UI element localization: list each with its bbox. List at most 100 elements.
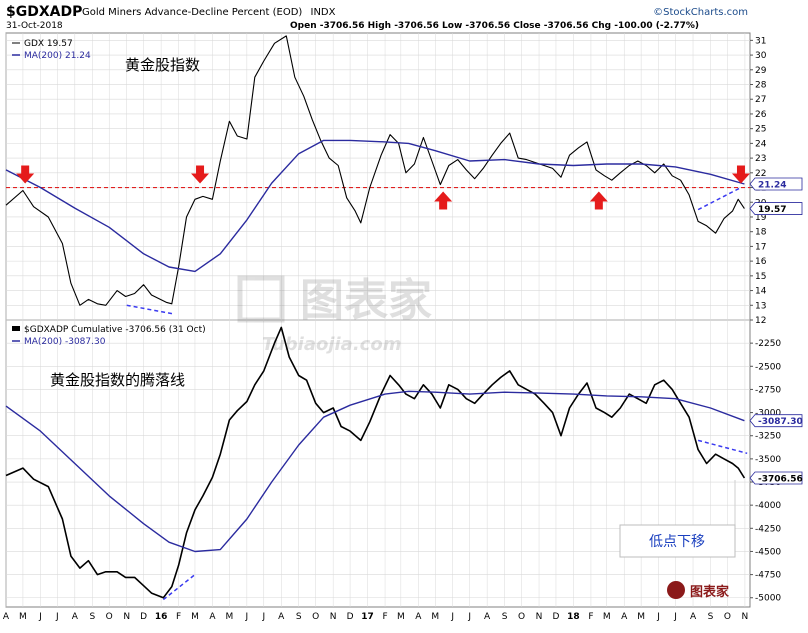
x-tick-label: O [518,612,525,622]
adline-legend-label: $GDXADP Cumulative -3706.56 (31 Oct) [24,325,206,335]
y-tick-label: -4750 [755,571,781,581]
last-ma-tag-box [749,177,803,191]
last-ad-ma-tag-text: -3087.30 [758,417,803,427]
x-tick-label: J [450,612,454,622]
symbol-description: Gold Miners Advance-Decline Percent (EOD… [82,7,336,18]
ma-legend-label: MA(200) 21.24 [24,51,91,61]
x-tick-label: J [38,612,42,622]
x-tick-label: N [742,612,749,622]
tubiaojia-logo-text: 图表家 [690,584,730,600]
x-tick-label: 17 [361,612,374,622]
y-tick-label: 23 [755,154,766,164]
y-tick-label: 22 [755,169,766,179]
last-price-tag-box [749,202,803,215]
lower-lows-callout: 低点下移 [619,480,736,558]
y-tick-label: -2750 [755,385,781,395]
last-ad-tag-text: -3706.56 [758,474,803,484]
y-tick-label: 29 [755,66,767,76]
x-tick-label: A [690,612,697,622]
y-tick-label: 19 [755,213,767,223]
x-tick-label: J [245,612,249,622]
ad-line [5,326,746,599]
x-tick-label: J [467,612,471,622]
y-tick-label: -2250 [755,339,781,349]
trend-lines [126,186,748,601]
stockcharts-credit: ©StockCharts.com [653,7,748,18]
y-tick-label: 15 [755,272,766,282]
watermark-text-cn: 图表家 [300,275,432,326]
x-tick-label: M [431,612,439,622]
breadth-panel-series [5,326,746,599]
y-tick-label: -3000 [755,409,781,419]
x-tick-label: M [225,612,233,622]
x-tick-label: A [484,612,491,622]
y-tick-label: 30 [755,51,767,61]
breadth-panel-legend: $GDXADP Cumulative -3706.56 (31 Oct) MA(… [12,325,206,347]
gdx-price-line [5,35,745,306]
callout-text: 低点下移 [649,534,705,550]
y-tick-label: -3250 [755,432,781,442]
last-ad-tag-box [749,471,803,485]
x-tick-label: J [55,612,59,622]
up-arrow-icon [434,191,453,210]
y-tick-label: -4500 [755,547,781,557]
x-tick-label: A [621,612,628,622]
trend-line [126,304,175,315]
y-tick-label: 18 [755,228,767,238]
signal-arrows [16,165,750,210]
y-tick-label: 16 [755,257,767,267]
watermark-text-en: Tubiaojia.com [262,334,401,355]
ma200-line [5,139,745,273]
breadth-panel-annotation: 黄金股指数的腾落线 [50,371,185,389]
x-tick-label: 18 [567,612,580,622]
x-tick-label: S [89,612,95,622]
price-panel-annotation: 黄金股指数 [125,56,200,74]
last-ad-ma-tag-box [749,414,803,428]
y-tick-label: -2500 [755,362,781,372]
x-tick-label: J [656,612,660,622]
y-tick-label: 24 [755,139,767,149]
x-tick-label: N [536,612,543,622]
last-ma-tag-text: 21.24 [758,181,786,191]
exchange-text: INDX [311,7,336,18]
y-tick-label: 12 [755,316,766,326]
x-tick-label: J [673,612,677,622]
price-panel-legend: GDX 19.57 MA(200) 21.24 [12,39,91,61]
x-tick-label: O [312,612,319,622]
trend-line [697,439,748,455]
chart-date: 31-Oct-2018 [6,21,63,31]
x-tick-label: M [397,612,405,622]
y-tick-label: -5000 [755,594,781,604]
x-tick-label: D [140,612,147,622]
tubiaojia-logo: 图表家 [667,581,730,600]
y-tick-label: 28 [755,81,767,91]
x-tick-label: 16 [155,612,168,622]
x-tick-label: M [637,612,645,622]
x-tick-label: D [347,612,354,622]
ma200-line [5,390,745,553]
y-tick-label: 13 [755,301,766,311]
down-arrow-icon [16,165,35,184]
x-tick-label: M [603,612,611,622]
down-arrow-icon [191,165,210,184]
adline-legend-swatch [12,326,20,331]
x-tick-label: F [588,612,593,622]
down-arrow-icon [731,165,750,184]
y-tick-label: 14 [755,287,767,297]
y-tick-label: 31 [755,36,766,46]
x-tick-label: M [19,612,27,622]
x-tick-label: D [552,612,559,622]
x-axis: A M J J A S O N D 16 F M A M J J A S O N D 17 F M A M J J A S O N D 18 F M A… [3,612,748,622]
y-tick-label: -3500 [755,455,781,465]
tubiaojia-logo-icon [667,581,685,599]
last-value-tags: 21.24 19.57 -3087.30 -3706.56 [749,177,803,485]
x-tick-label: A [415,612,422,622]
y-tick-label: 17 [755,242,766,252]
x-tick-label: F [382,612,387,622]
breadth-panel-frame [5,319,751,608]
y-tick-label: 25 [755,125,766,135]
ad-ma-legend-label: MA(200) -3087.30 [24,337,106,347]
x-tick-label: F [176,612,181,622]
callout-box [619,524,736,558]
